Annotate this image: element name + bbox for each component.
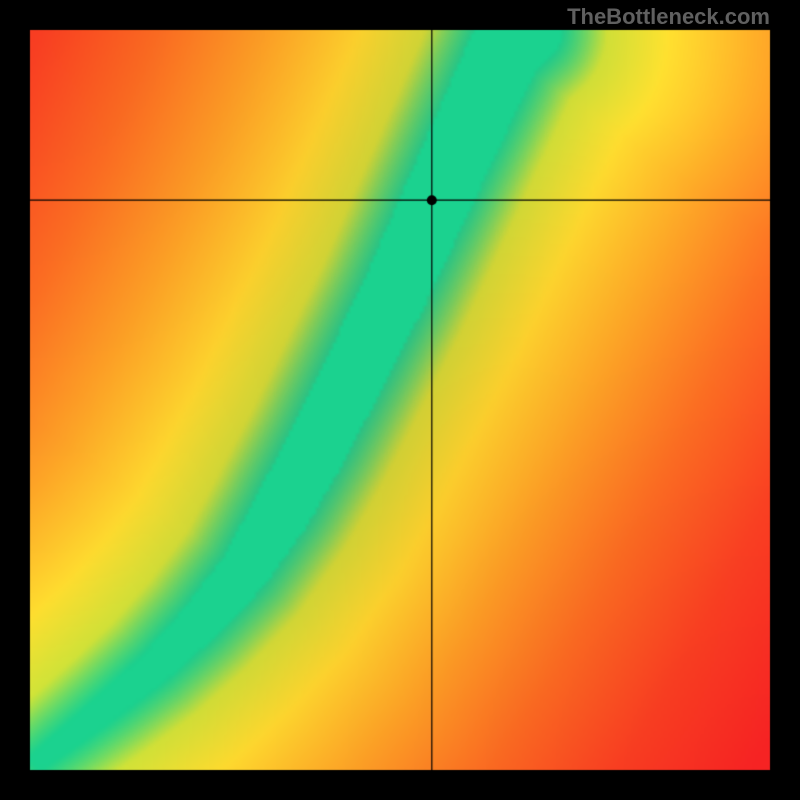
bottleneck-heatmap	[0, 0, 800, 800]
watermark-text: TheBottleneck.com	[567, 4, 770, 30]
